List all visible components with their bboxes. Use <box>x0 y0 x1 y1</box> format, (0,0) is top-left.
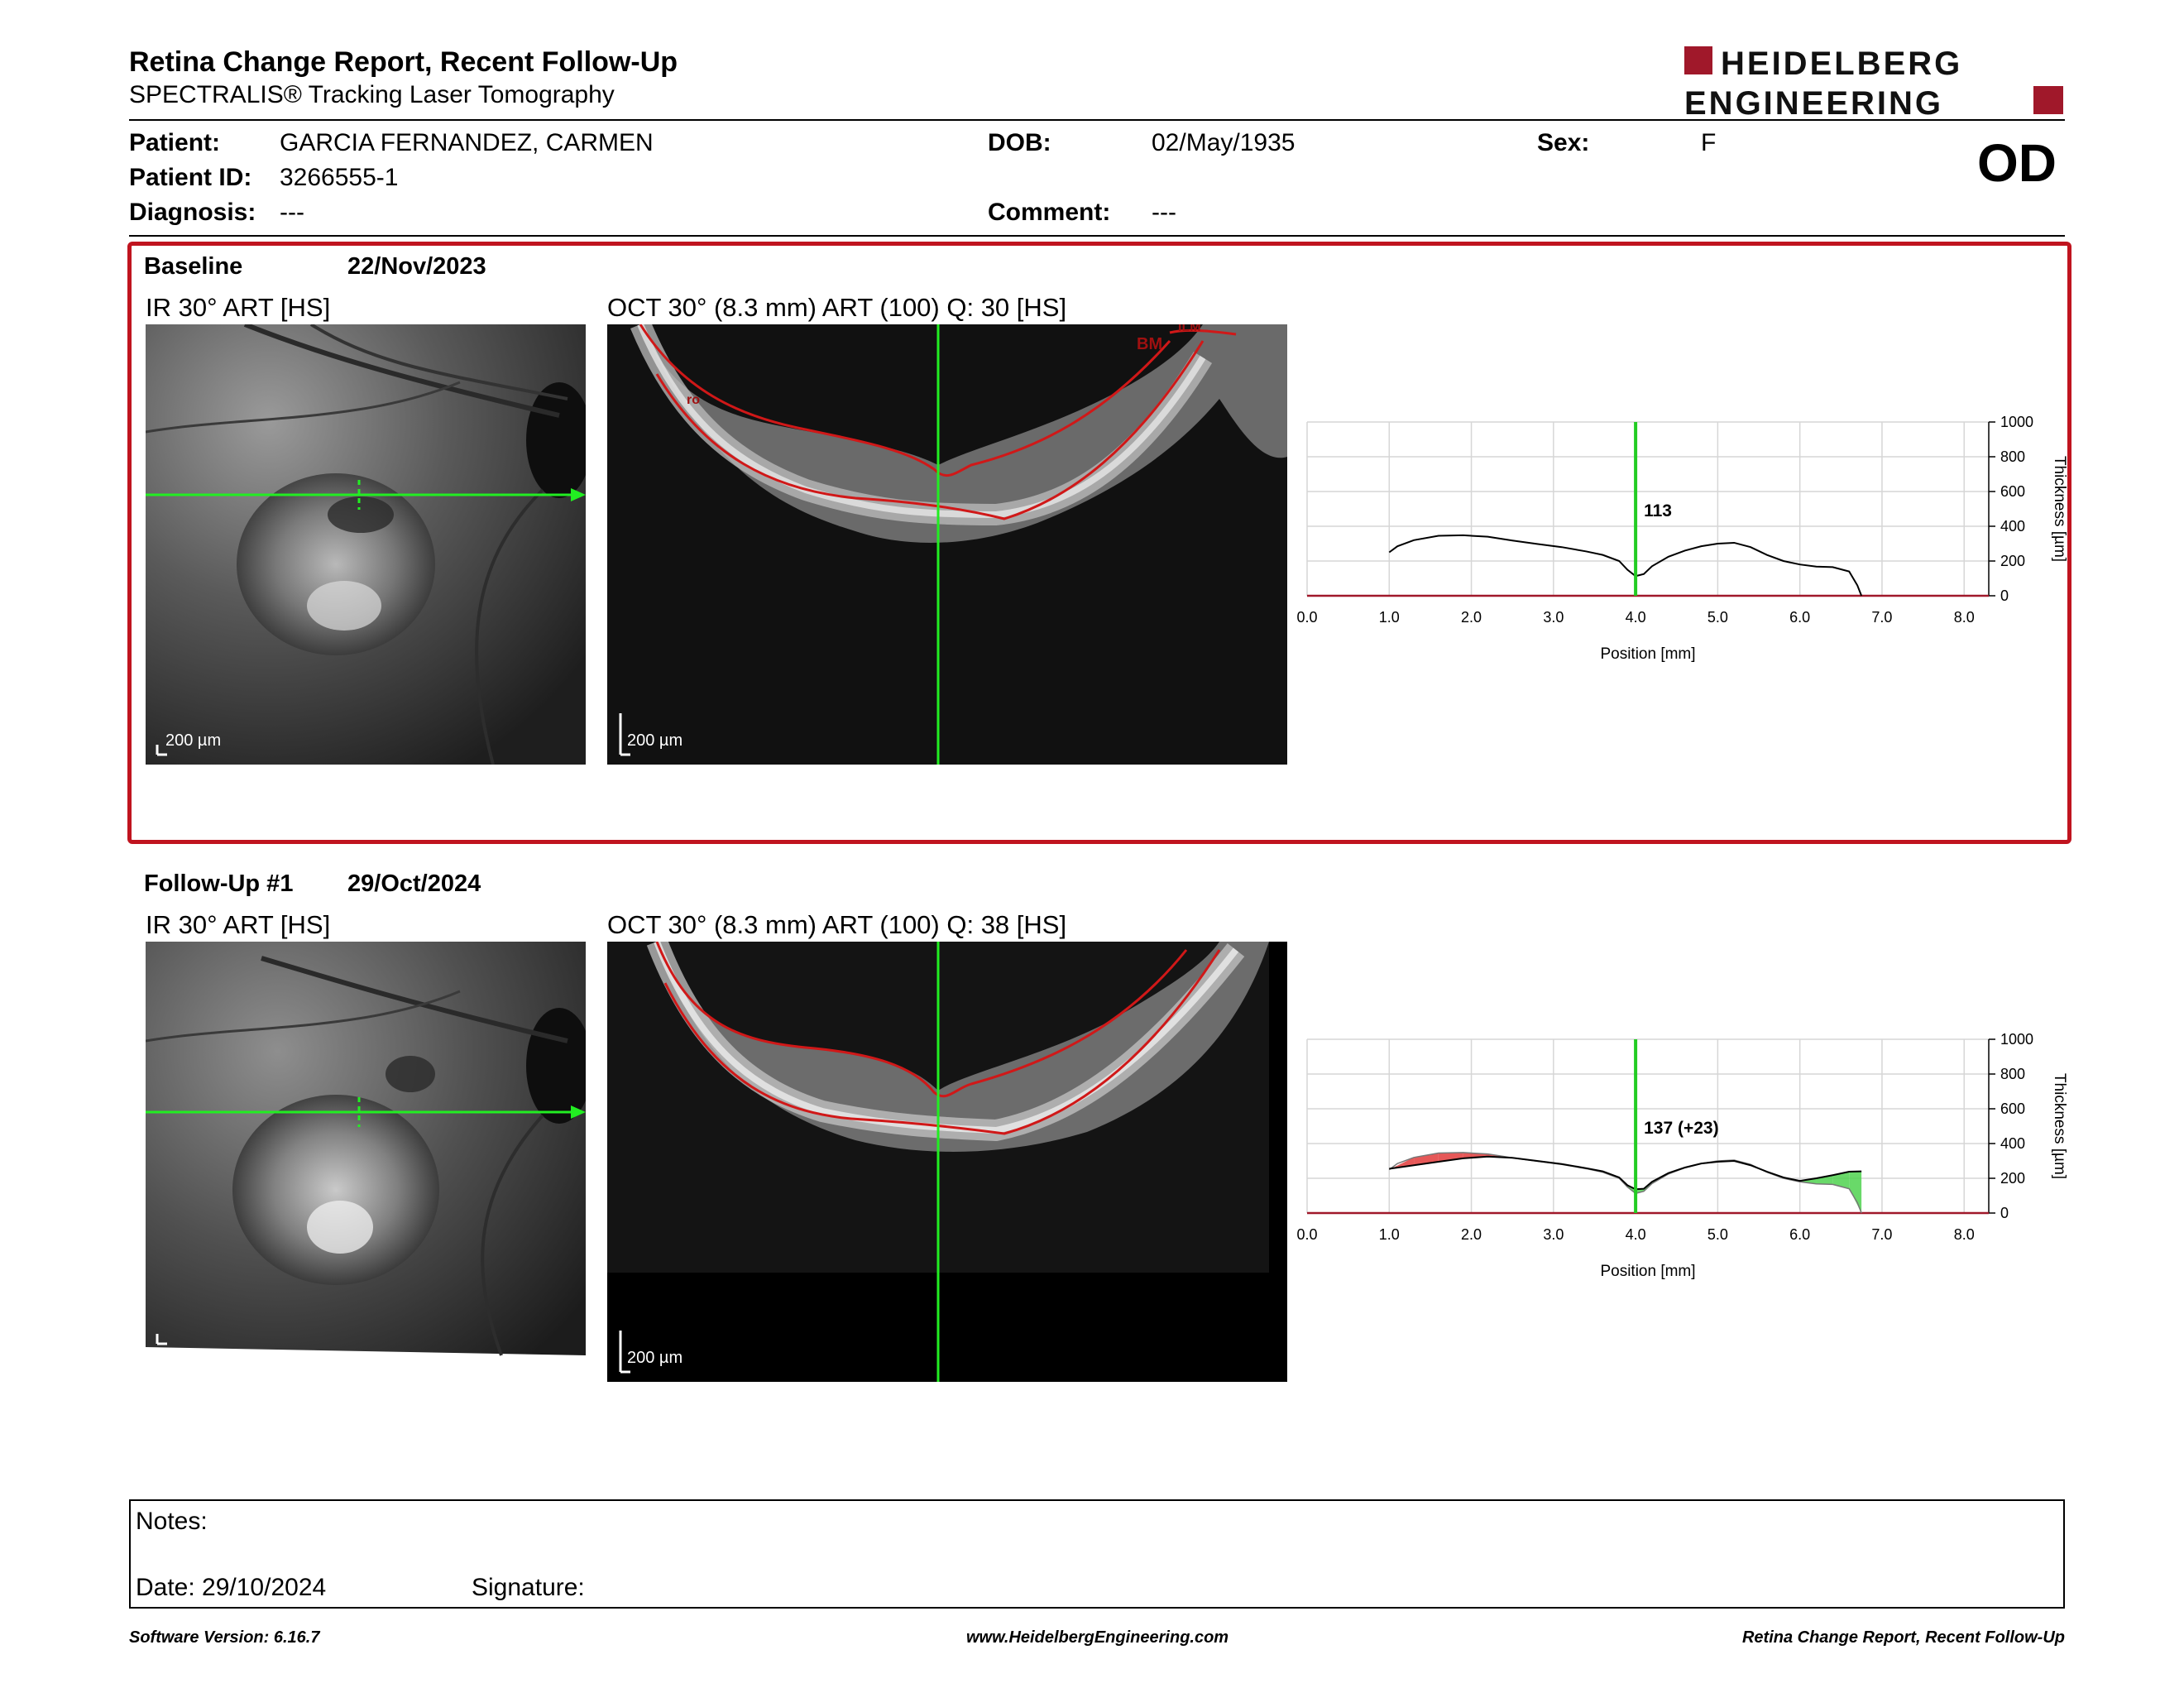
svg-text:ENGINEERING: ENGINEERING <box>1684 85 1943 119</box>
baseline-ir-scale: 200 µm <box>165 731 222 750</box>
followup-y-tick-label: 600 <box>2000 1101 2025 1117</box>
header-divider <box>129 119 2065 121</box>
followup-y-axis-label: Thickness [µm] <box>2051 1073 2068 1179</box>
followup-x-axis-label: Position [mm] <box>1600 1263 1695 1280</box>
followup-ir-image[interactable]: 200 µm <box>146 942 586 1382</box>
followup-y-tick-label: 200 <box>2000 1170 2025 1187</box>
footer-report-name: Retina Change Report, Recent Follow-Up <box>1741 1628 2065 1647</box>
baseline-y-tick-label: 600 <box>2000 483 2025 500</box>
patient-divider <box>129 235 2065 237</box>
patient-label: Patient: <box>129 129 221 156</box>
baseline-y-tick-label: 0 <box>2000 587 2009 604</box>
baseline-x-tick-label: 5.0 <box>1707 609 1728 626</box>
comment-value: --- <box>1152 199 1176 226</box>
baseline-label: Baseline <box>144 253 243 280</box>
notes-label: Notes: <box>136 1508 208 1535</box>
baseline-highlight-box <box>127 242 2071 844</box>
followup-x-tick-label: 4.0 <box>1626 1226 1646 1243</box>
sex-label: Sex: <box>1537 129 1590 156</box>
followup-oct-scale: 200 µm <box>627 1349 683 1367</box>
followup-x-tick-label: 0.0 <box>1296 1226 1317 1243</box>
sex-value: F <box>1701 129 1717 156</box>
followup-y-tick-label: 400 <box>2000 1135 2025 1152</box>
baseline-x-tick-label: 4.0 <box>1626 609 1646 626</box>
followup-y-tick-label: 800 <box>2000 1066 2025 1082</box>
followup-ir-label: IR 30° ART [HS] <box>146 910 331 939</box>
baseline-x-axis-label: Position [mm] <box>1600 645 1695 663</box>
followup-date: 29/Oct/2024 <box>347 870 481 897</box>
dob-label: DOB: <box>988 129 1051 156</box>
baseline-x-tick-label: 1.0 <box>1379 609 1400 626</box>
baseline-x-tick-label: 0.0 <box>1296 609 1317 626</box>
baseline-thickness-series-line <box>1388 534 1863 597</box>
followup-change-area <box>1849 1171 1862 1213</box>
svg-text:BM: BM <box>1137 335 1162 353</box>
followup-label: Follow-Up #1 <box>144 870 294 897</box>
baseline-ir-image[interactable]: 200 µm <box>146 324 586 765</box>
followup-x-tick-label: 8.0 <box>1954 1226 1975 1243</box>
baseline-y-axis-label: Thickness [µm] <box>2051 456 2068 562</box>
comment-label: Comment: <box>988 199 1111 226</box>
followup-change-area <box>1816 1175 1833 1185</box>
svg-text:ro: ro <box>687 393 700 407</box>
followup-x-tick-label: 5.0 <box>1707 1226 1728 1243</box>
baseline-oct-image[interactable]: BM ILM ro 200 µm <box>607 324 1287 765</box>
followup-baseline-series-line <box>1388 1152 1862 1214</box>
baseline-y-tick-label: 200 <box>2000 553 2025 569</box>
report-subtitle: SPECTRALIS® Tracking Laser Tomography <box>129 81 615 108</box>
followup-thickness-chart[interactable]: 0.0 1.0 2.0 3.0 4.0 5.0 6.0 7.0 8.0 0 200 400 600 800… <box>1291 1028 2118 1292</box>
followup-change-area <box>1832 1172 1850 1189</box>
followup-x-tick-label: 1.0 <box>1379 1226 1400 1243</box>
patient-id-value: 3266555-1 <box>280 164 399 191</box>
baseline-y-tick-label: 400 <box>2000 518 2025 535</box>
followup-x-tick-label: 3.0 <box>1543 1226 1564 1243</box>
notes-date: Date: 29/10/2024 <box>136 1574 327 1601</box>
baseline-x-tick-label: 8.0 <box>1954 609 1975 626</box>
followup-oct-image[interactable]: 200 µm <box>607 942 1287 1382</box>
followup-x-tick-label: 7.0 <box>1871 1226 1892 1243</box>
patient-id-label: Patient ID: <box>129 164 252 191</box>
followup-y-tick-label: 1000 <box>2000 1031 2033 1048</box>
followup-ir-scale: 200 µm <box>165 1345 222 1364</box>
baseline-oct-scale: 200 µm <box>627 731 683 750</box>
followup-y-tick-label: 0 <box>2000 1205 2009 1221</box>
software-version: Software Version: 6.16.7 <box>129 1628 320 1647</box>
website-link[interactable]: www.HeidelbergEngineering.com <box>966 1628 1229 1647</box>
eye-indicator: OD <box>1977 133 2057 193</box>
diagnosis-label: Diagnosis: <box>129 199 256 226</box>
signature-label: Signature: <box>472 1574 585 1601</box>
baseline-oct-label: OCT 30° (8.3 mm) ART (100) Q: 30 [HS] <box>607 293 1067 322</box>
followup-thickness-series-line <box>1389 1155 1862 1191</box>
followup-x-tick-label: 6.0 <box>1789 1226 1810 1243</box>
followup-cursor-value-label: 137 (+23) <box>1644 1119 1718 1138</box>
svg-text:ILM: ILM <box>1178 324 1201 334</box>
baseline-x-tick-label: 6.0 <box>1789 609 1810 626</box>
report-title: Retina Change Report, Recent Follow-Up <box>129 46 678 78</box>
baseline-ir-label: IR 30° ART [HS] <box>146 293 331 322</box>
baseline-date: 22/Nov/2023 <box>347 253 486 280</box>
baseline-thickness-chart[interactable]: 0.0 1.0 2.0 3.0 4.0 5.0 6.0 7.0 8.0 0 200 400 600 800… <box>1291 410 2118 675</box>
notes-box[interactable]: Notes: Date: 29/10/2024 Signature: <box>129 1499 2065 1609</box>
svg-text:HEIDELBERG: HEIDELBERG <box>1721 46 1962 82</box>
diagnosis-value: --- <box>280 199 304 226</box>
patient-name: GARCIA FERNANDEZ, CARMEN <box>280 129 654 156</box>
followup-change-area <box>1438 1152 1463 1163</box>
dob-value: 02/May/1935 <box>1152 129 1296 156</box>
followup-x-tick-label: 2.0 <box>1461 1226 1482 1243</box>
baseline-x-tick-label: 3.0 <box>1543 609 1564 626</box>
baseline-y-tick-label: 1000 <box>2000 414 2033 430</box>
baseline-x-tick-label: 2.0 <box>1461 609 1482 626</box>
heidelberg-logo: HEIDELBERG ENGINEERING <box>1684 46 2063 119</box>
baseline-y-tick-label: 800 <box>2000 448 2025 465</box>
baseline-x-tick-label: 7.0 <box>1871 609 1892 626</box>
baseline-cursor-value-label: 113 <box>1644 501 1672 520</box>
followup-oct-label: OCT 30° (8.3 mm) ART (100) Q: 38 [HS] <box>607 910 1067 939</box>
